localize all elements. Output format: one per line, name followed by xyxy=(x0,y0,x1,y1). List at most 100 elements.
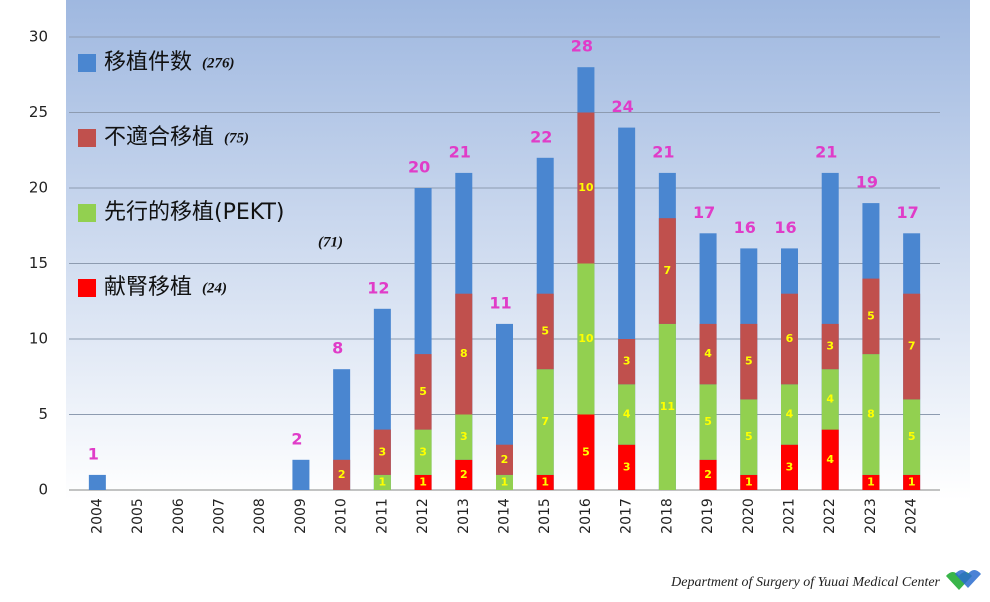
segment-label: 1 xyxy=(419,475,427,488)
segment-label: 5 xyxy=(867,309,875,322)
x-tick-label: 2013 xyxy=(456,498,472,534)
segment-label: 1 xyxy=(379,475,387,488)
segment-label: 3 xyxy=(623,355,631,368)
bar-segment xyxy=(781,293,798,385)
x-tick-label: 2015 xyxy=(537,498,553,534)
x-tick-label: 2024 xyxy=(904,498,920,534)
y-tick-label: 5 xyxy=(38,405,48,423)
total-label: 28 xyxy=(571,37,593,56)
x-tick-label: 2006 xyxy=(171,498,187,534)
legend-swatch xyxy=(78,204,96,222)
segment-label: 5 xyxy=(745,430,753,443)
segment-label: 2 xyxy=(501,453,509,466)
bar-segment xyxy=(577,263,595,415)
x-tick-label: 2008 xyxy=(252,498,268,534)
bar-segment xyxy=(903,293,921,400)
x-tick-label: 2014 xyxy=(497,498,513,534)
bar-segment xyxy=(658,218,676,324)
total-label: 8 xyxy=(332,339,343,358)
segment-label: 3 xyxy=(460,430,468,443)
total-label: 21 xyxy=(652,142,674,161)
segment-label: 3 xyxy=(419,445,427,458)
legend-label: 不適合移植 xyxy=(104,125,214,150)
segment-label: 4 xyxy=(826,392,834,405)
x-tick-label: 2007 xyxy=(212,498,228,534)
segment-label: 2 xyxy=(704,468,712,481)
bar-segment xyxy=(536,293,554,370)
bar-segment xyxy=(536,474,554,490)
bar-segment xyxy=(414,474,432,490)
bar-segment xyxy=(536,369,554,475)
legend-swatch xyxy=(78,54,96,72)
x-tick-label: 2021 xyxy=(782,498,798,534)
segment-label: 1 xyxy=(501,475,509,488)
legend-count: (75) xyxy=(224,130,249,146)
legend-swatch xyxy=(78,279,96,297)
bar-segment xyxy=(903,474,921,490)
segment-label: 4 xyxy=(786,408,794,421)
bar-segment xyxy=(618,339,636,385)
bar-segment xyxy=(577,112,595,264)
total-label: 19 xyxy=(856,173,878,192)
bar-segment xyxy=(862,474,880,490)
segment-label: 4 xyxy=(826,453,834,466)
segment-label: 7 xyxy=(541,415,549,428)
x-tick-label: 2022 xyxy=(822,498,838,534)
x-tick-label: 2023 xyxy=(863,498,879,534)
bar-segment xyxy=(862,278,880,355)
total-label: 22 xyxy=(530,127,552,146)
bar-segment xyxy=(658,323,676,490)
segment-label: 3 xyxy=(379,445,387,458)
segment-label: 1 xyxy=(541,475,549,488)
x-tick-label: 2012 xyxy=(415,498,431,534)
segment-label: 7 xyxy=(908,340,916,353)
x-tick-label: 2009 xyxy=(293,498,309,534)
y-tick-label: 10 xyxy=(29,330,48,348)
bar-segment xyxy=(88,474,106,490)
total-label: 21 xyxy=(815,142,837,161)
legend-label: 移植件数 xyxy=(104,50,192,75)
x-tick-label: 2018 xyxy=(659,498,675,534)
bar-segment xyxy=(699,384,717,460)
y-tick-label: 25 xyxy=(29,103,48,121)
total-label: 16 xyxy=(774,218,796,237)
x-tick-label: 2010 xyxy=(334,498,350,534)
bar-segment xyxy=(699,459,717,490)
y-tick-label: 0 xyxy=(38,481,48,499)
segment-label: 5 xyxy=(908,430,916,443)
total-label: 2 xyxy=(291,429,302,448)
segment-label: 3 xyxy=(786,460,794,473)
segment-label: 10 xyxy=(578,181,594,194)
segment-label: 1 xyxy=(908,475,916,488)
y-tick-label: 15 xyxy=(29,254,48,272)
total-label: 21 xyxy=(449,142,471,161)
segment-label: 10 xyxy=(578,332,594,345)
segment-label: 11 xyxy=(660,400,675,413)
bar-segment xyxy=(740,399,758,475)
bar-segment xyxy=(781,384,798,445)
total-label: 20 xyxy=(408,158,430,177)
segment-label: 1 xyxy=(745,475,753,488)
segment-label: 3 xyxy=(826,340,834,353)
bar-segment xyxy=(292,459,310,490)
bar-segment xyxy=(414,354,432,430)
x-tick-label: 2016 xyxy=(578,498,594,534)
segment-label: 5 xyxy=(419,385,427,398)
x-tick-label: 2005 xyxy=(130,498,146,534)
bar-segment xyxy=(333,459,351,490)
legend-count: (71) xyxy=(318,234,343,250)
legend-count: (276) xyxy=(202,55,235,71)
logo xyxy=(946,570,981,590)
x-tick-label: 2004 xyxy=(89,498,105,534)
total-label: 1 xyxy=(88,444,99,463)
legend-label: 先行的移植(PEKT) xyxy=(104,200,285,225)
total-label: 17 xyxy=(897,203,919,222)
bar-segment xyxy=(903,399,921,475)
x-tick-label: 2017 xyxy=(619,498,635,534)
bar-segment xyxy=(618,384,636,445)
bar-segment xyxy=(740,474,758,490)
segment-label: 4 xyxy=(623,408,631,421)
bar-segment xyxy=(496,444,513,475)
footer: Department of Surgery of Yuuai Medical C… xyxy=(670,575,940,590)
